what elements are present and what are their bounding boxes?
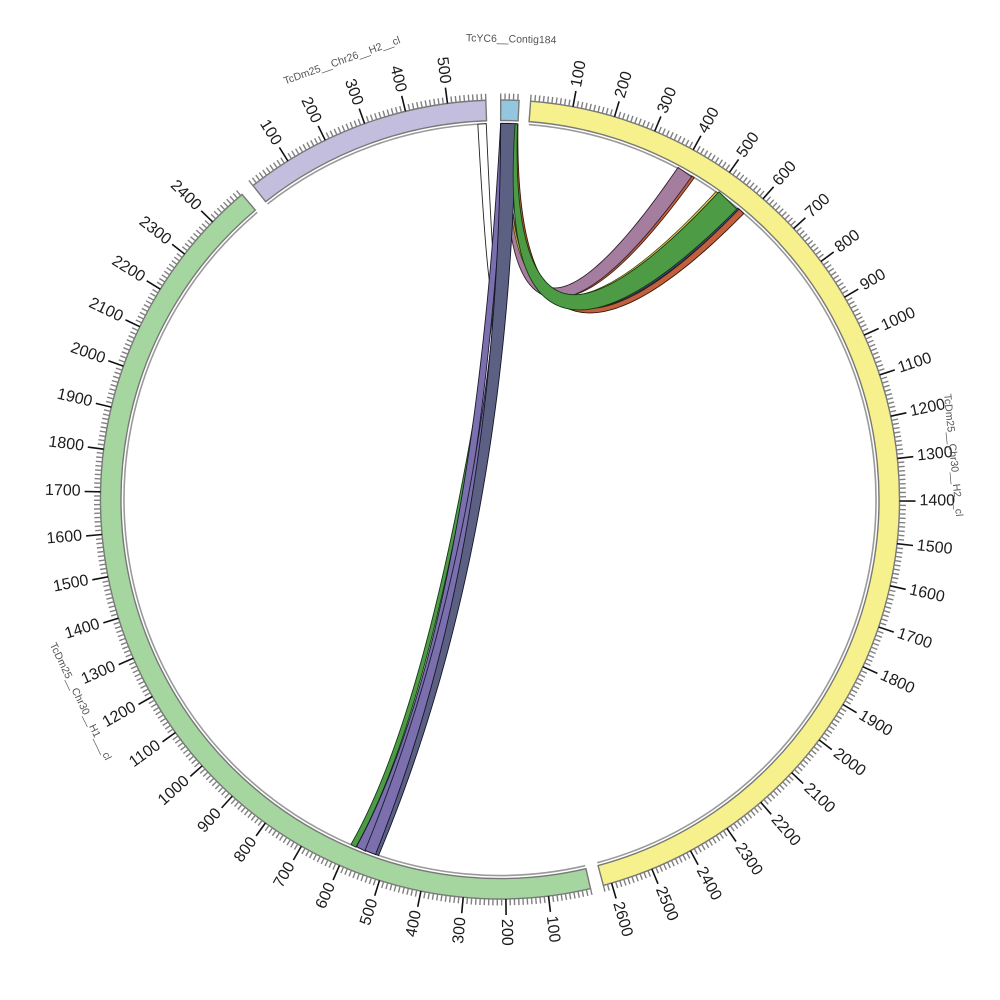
svg-text:100: 100 bbox=[543, 915, 563, 944]
svg-text:200: 200 bbox=[612, 69, 636, 100]
svg-text:1800: 1800 bbox=[47, 433, 85, 454]
svg-text:100: 100 bbox=[568, 59, 590, 88]
svg-text:TcYC6__Contig184: TcYC6__Contig184 bbox=[466, 32, 557, 46]
svg-text:1300: 1300 bbox=[916, 444, 953, 465]
svg-text:1500: 1500 bbox=[52, 572, 90, 596]
svg-text:200: 200 bbox=[498, 919, 515, 946]
svg-text:1600: 1600 bbox=[46, 527, 83, 547]
svg-text:1500: 1500 bbox=[916, 537, 953, 558]
svg-text:1400: 1400 bbox=[919, 492, 955, 509]
svg-text:400: 400 bbox=[403, 909, 425, 939]
svg-text:500: 500 bbox=[433, 56, 453, 85]
svg-text:1700: 1700 bbox=[45, 482, 81, 500]
svg-text:400: 400 bbox=[386, 64, 409, 94]
svg-text:300: 300 bbox=[450, 916, 469, 944]
